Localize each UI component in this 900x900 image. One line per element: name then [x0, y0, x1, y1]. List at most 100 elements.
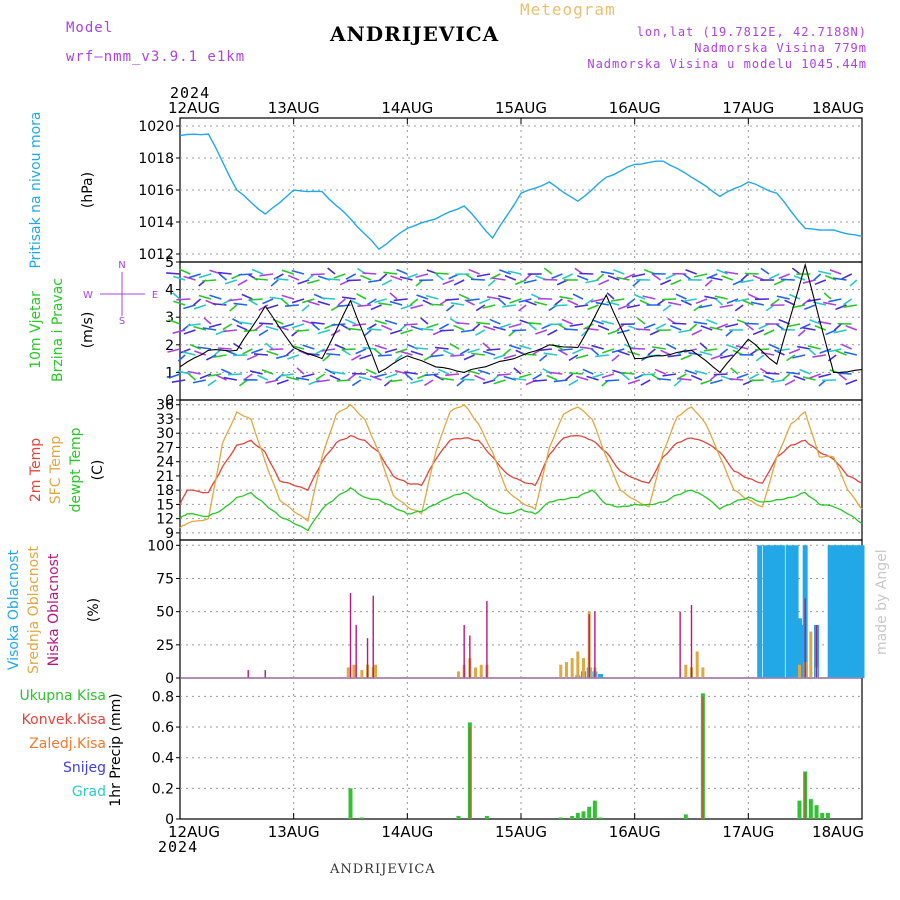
wind-arrow [771, 379, 785, 383]
station-elevation: Nadmorska Visina 779m [694, 41, 867, 55]
wind-arrow [198, 273, 212, 279]
wind-arrow [187, 370, 201, 375]
wind-arrow [744, 322, 759, 325]
wind-arrow [465, 298, 480, 302]
wind-arrow [724, 270, 739, 275]
wind-arrow [713, 373, 728, 376]
wind-arrow [631, 347, 646, 350]
wind-arrow [763, 329, 775, 336]
wind-arrow [694, 369, 708, 375]
wind-arrow [246, 354, 258, 361]
wind-arrow [251, 348, 263, 354]
wind-arrow [424, 373, 439, 377]
wind-arrow [367, 298, 377, 306]
wind-arrow [286, 376, 300, 381]
wind-arrow [365, 368, 377, 375]
wind-arrow [216, 374, 227, 381]
wind-arrow [321, 297, 336, 300]
wind-arrow [818, 270, 832, 275]
cloud-bar-2 [366, 638, 369, 678]
wind-arrow [662, 373, 677, 377]
precip-bar-0 [348, 788, 353, 819]
wind-arrow [342, 296, 356, 300]
wind-arrow [698, 304, 713, 309]
temperature-line-1 [179, 403, 863, 529]
wind-arrow [508, 323, 522, 329]
footer-station: ANDRIJEVICA [330, 862, 436, 877]
wind-arrow [171, 379, 186, 383]
pressure-y-tick-label: 1012 [138, 247, 174, 263]
cloud-bar-1 [474, 667, 478, 678]
precip-legend-item: Grad [72, 784, 106, 800]
wind-arrow [269, 348, 284, 351]
wind-arrow [704, 279, 713, 287]
wind-arrow [539, 354, 548, 362]
wind-arrow [228, 373, 243, 376]
wind-arrow [819, 348, 832, 354]
wind-arrow [763, 374, 775, 381]
wind-arrow [212, 302, 227, 306]
wind-arrow [791, 304, 806, 309]
wind-arrow [329, 374, 341, 381]
precip-legend-item: Konvek.Kisa [22, 712, 106, 728]
cloud-bar-2 [264, 670, 266, 678]
wind-arrow [167, 348, 181, 353]
wind-arrow [334, 343, 346, 350]
wind-arrow [373, 348, 383, 356]
precip-y-tick-label: 0 [165, 812, 174, 828]
wind-arrow [242, 348, 253, 355]
wind-arrow [476, 273, 491, 278]
wind-arrow [258, 304, 269, 311]
wind-arrow [416, 294, 429, 300]
wind-arrow [310, 273, 325, 276]
wind-arrow [403, 323, 418, 326]
temperature-y-tick-label: 15 [156, 497, 174, 513]
wind-ylabel-2: Brzina i Pravac [50, 278, 66, 382]
wind-arrow [518, 298, 532, 303]
wind-arrow [265, 304, 279, 310]
cloud-bar-2 [804, 598, 806, 678]
precip-bar-0 [581, 811, 586, 819]
wind-arrow [400, 350, 413, 356]
wind-arrow [576, 274, 589, 281]
wind-arrow [535, 329, 548, 335]
cloud-bar-0 [598, 674, 604, 678]
wind-arrow [512, 329, 527, 332]
wind-arrow [607, 329, 620, 335]
temperature-y-tick-label: 18 [156, 483, 174, 499]
wind-arrow [736, 373, 749, 379]
wind-arrow [189, 343, 201, 350]
wind-arrow [266, 350, 279, 356]
wind-arrow [558, 348, 573, 352]
precip-bar-0 [592, 800, 597, 819]
cloud-bar-1 [360, 670, 364, 678]
wind-arrow [782, 373, 791, 381]
wind-y-tick-label: 4 [165, 283, 174, 299]
precip-y-tick-label: 0.4 [152, 751, 174, 767]
wind-arrow [410, 304, 424, 310]
wind-arrow [730, 367, 739, 375]
wind-y-tick-label: 5 [165, 255, 174, 271]
wind-arrow [388, 379, 403, 383]
wind-arrow [380, 324, 393, 331]
wind-arrow [374, 344, 387, 350]
wind-arrow [574, 304, 589, 308]
wind-arrow [744, 272, 759, 275]
wind-arrow [241, 293, 253, 300]
x-tick-label-top: 15AUG [495, 99, 547, 117]
x-tick-label-bottom: 16AUG [609, 823, 661, 841]
wind-arrow [828, 298, 842, 303]
wind-arrow [503, 375, 517, 381]
wind-arrow [265, 379, 279, 384]
wind-arrow [316, 379, 330, 383]
cloud-bar-2 [247, 670, 249, 678]
wind-arrow [183, 304, 196, 310]
wind-y-tick-label: 3 [165, 310, 174, 326]
wind-arrow [606, 292, 615, 300]
wind-arrow [825, 274, 837, 281]
station-title: ANDRIJEVICA [330, 22, 500, 46]
wind-arrow [275, 354, 289, 360]
wind-arrow [706, 318, 718, 325]
precip-bar-0 [570, 815, 575, 819]
wind-arrow [829, 269, 842, 275]
